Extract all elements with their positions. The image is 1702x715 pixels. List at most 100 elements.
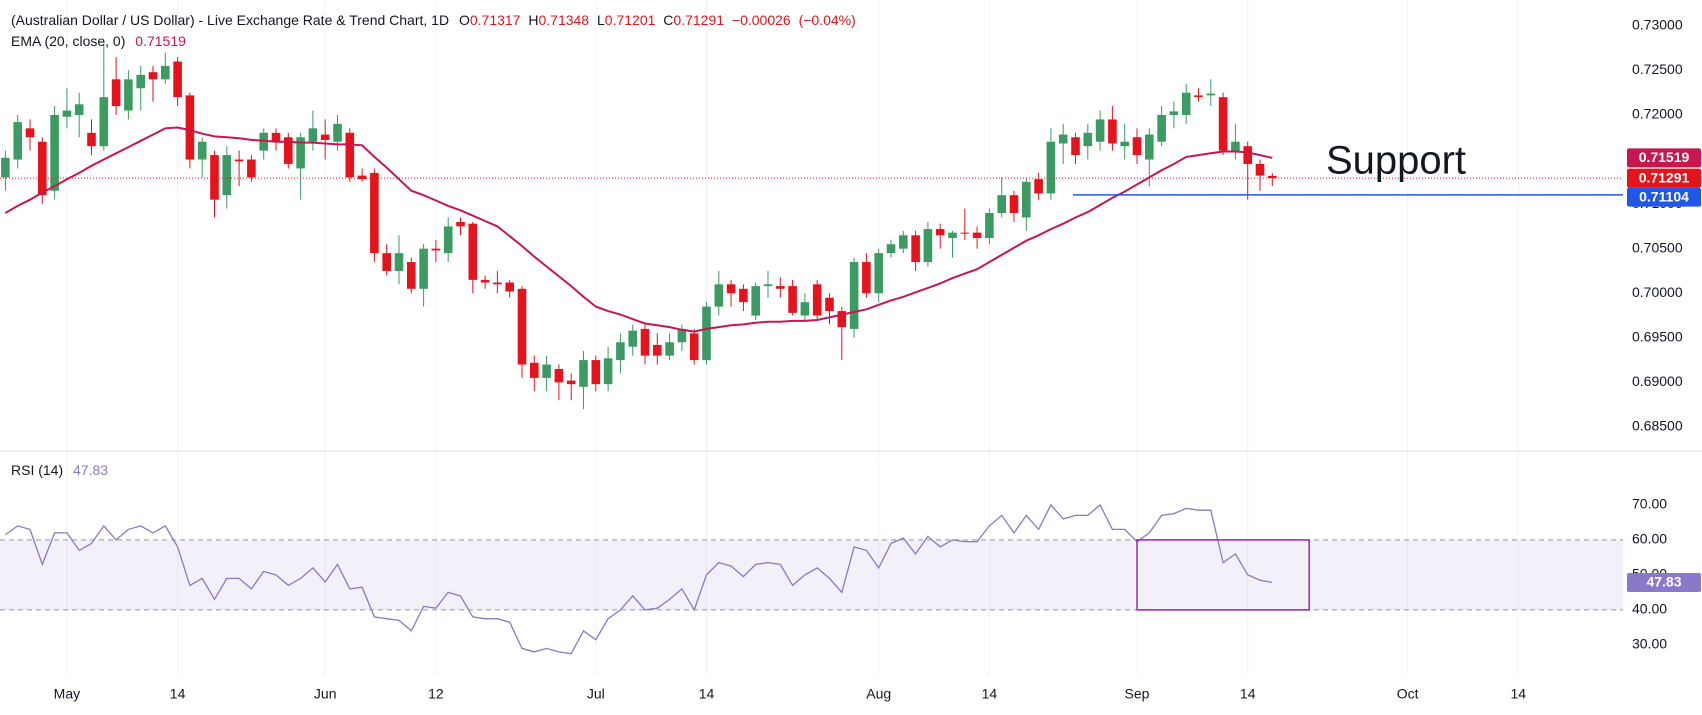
candle-body: [591, 360, 601, 385]
candle-body: [382, 253, 391, 271]
candle-body: [443, 226, 453, 254]
candle-body: [173, 61, 182, 98]
candle-body: [800, 302, 810, 316]
candle-body: [468, 223, 478, 280]
candle-body: [579, 360, 588, 387]
y-tick-label: 0.68500: [1632, 418, 1683, 434]
candle-body: [530, 362, 539, 378]
open-value: 0.71317: [470, 12, 521, 28]
candle-body: [776, 286, 785, 289]
candle-body: [911, 235, 920, 263]
candle-body: [1268, 175, 1277, 179]
last-price-text: 0.71291: [1639, 169, 1690, 185]
candle-body: [124, 79, 133, 111]
candle-body: [1243, 146, 1252, 164]
ema-price-text: 0.71519: [1639, 149, 1690, 165]
candle-body: [99, 97, 109, 147]
candle-body: [1022, 181, 1031, 218]
candle-body: [210, 155, 219, 200]
candle-body: [148, 72, 158, 80]
y-tick-label: 0.72500: [1632, 61, 1683, 77]
y-tick-label: 0.70500: [1632, 239, 1683, 255]
candle-body: [234, 159, 244, 162]
candle-body: [1009, 195, 1019, 214]
low-label: L: [597, 12, 605, 28]
candle-body: [812, 284, 822, 316]
candle-body: [480, 279, 490, 283]
low-value: 0.71201: [605, 12, 656, 28]
chart-title: (Australian Dollar / US Dollar) - Live E…: [11, 12, 449, 28]
candle-body: [751, 286, 760, 316]
candle-body: [985, 213, 994, 238]
candle-body: [38, 141, 47, 196]
candle-body: [1145, 134, 1154, 160]
candle-body: [1120, 141, 1129, 147]
candle-body: [874, 253, 883, 294]
candle-body: [640, 328, 650, 356]
candle-body: [50, 114, 59, 191]
candle-body: [1034, 179, 1043, 194]
candle-body: [1095, 119, 1105, 142]
candle-body: [542, 364, 551, 378]
rsi-value-text: 47.83: [1646, 574, 1681, 590]
last-price-box: [1627, 168, 1701, 188]
header: (Australian Dollar / US Dollar) - Live E…: [11, 12, 856, 28]
candle-body: [456, 221, 465, 227]
candle-body: [603, 358, 613, 385]
candle-body: [320, 134, 330, 140]
candle-body: [628, 330, 637, 347]
ema-price-box: [1627, 148, 1701, 168]
candle-body: [739, 288, 748, 303]
candle-body: [923, 229, 933, 263]
candle-body: [1206, 93, 1216, 96]
marks: [0, 43, 1623, 655]
x-tick-label: 14: [1511, 686, 1527, 702]
candle-body: [554, 369, 564, 383]
candle-body: [689, 333, 699, 361]
rsi-line: [5, 503, 1273, 655]
x-tick-label: Oct: [1397, 686, 1419, 702]
candle-body: [1, 157, 10, 178]
candle-body: [247, 159, 256, 178]
candle-body: [899, 235, 908, 249]
candle-body: [357, 175, 367, 180]
candle-body: [1181, 92, 1191, 115]
candle-body: [517, 288, 527, 365]
rsi-tick-label: 40.00: [1632, 601, 1667, 617]
candle-body: [1157, 114, 1166, 142]
close-value: 0.71291: [673, 12, 724, 28]
candle-body: [13, 122, 22, 160]
candle-body: [1046, 141, 1056, 194]
support-label: Support: [1326, 138, 1466, 182]
candle-body: [566, 380, 576, 385]
close-label: C: [663, 12, 673, 28]
candle-body: [714, 284, 724, 307]
ema-name: EMA (20, close, 0): [11, 33, 125, 49]
candle-body: [665, 342, 674, 356]
candle-body: [222, 155, 232, 196]
candle-body: [948, 232, 957, 238]
candle-body: [87, 132, 96, 147]
high-label: H: [528, 12, 538, 28]
x-tick-label: 14: [1240, 686, 1256, 702]
ema-legend: EMA (20, close, 0) 0.71519: [11, 33, 186, 49]
candle-body: [849, 262, 859, 329]
candle-body: [407, 262, 416, 289]
candle-body: [616, 342, 625, 361]
candle-body: [25, 128, 35, 138]
rsi-tick-label: 70.00: [1632, 496, 1667, 512]
ema-line: [4, 126, 1273, 333]
candle-body: [284, 137, 293, 164]
candle-body: [197, 141, 207, 160]
candle-body: [825, 297, 834, 312]
candle-body: [74, 104, 84, 115]
x-tick-label: Sep: [1125, 686, 1150, 702]
candle-body: [333, 123, 342, 142]
candle-body: [296, 137, 305, 169]
candle-body: [62, 110, 72, 117]
rsi-value: 47.83: [73, 462, 108, 478]
candle-body: [1071, 137, 1080, 156]
ema-value: 0.71519: [135, 33, 186, 49]
candle-body: [1108, 119, 1117, 144]
candle-body: [702, 306, 711, 361]
